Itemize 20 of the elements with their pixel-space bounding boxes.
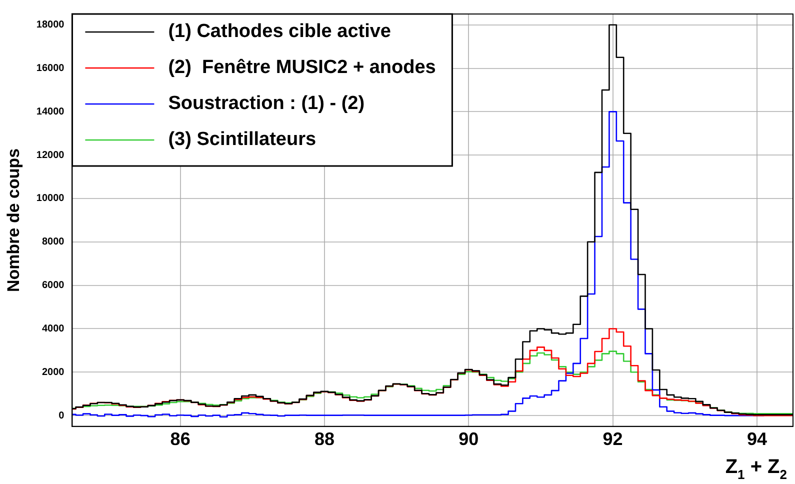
x-tick-label: 86 (170, 429, 190, 450)
x-tick-label: 90 (458, 429, 479, 450)
y-tick-label: 8000 (42, 236, 65, 248)
y-tick-label: 12000 (36, 150, 65, 161)
x-tick-label: 92 (602, 429, 623, 450)
y-tick-label: 18000 (36, 20, 65, 31)
y-tick-label: 14000 (36, 106, 65, 118)
y-tick-label: 10000 (36, 193, 65, 204)
x-tick-label: 94 (746, 429, 767, 450)
legend-label: Soustraction : (1) - (2) (168, 93, 365, 114)
y-tick-label: 6000 (42, 280, 65, 292)
y-tick-label: 16000 (36, 63, 65, 74)
legend-label: (1) Cathodes cible active (168, 21, 392, 42)
x-tick-label: 88 (314, 429, 334, 450)
legend-label: (3) Scintillateurs (168, 129, 316, 150)
y-tick-label: 4000 (42, 323, 65, 334)
y-axis-title: Nombre de coups (4, 148, 23, 292)
y-tick-label: 0 (58, 410, 65, 422)
legend-label: (2) Fenêtre MUSIC2 + anodes (168, 57, 436, 78)
y-tick-label: 2000 (42, 366, 65, 378)
